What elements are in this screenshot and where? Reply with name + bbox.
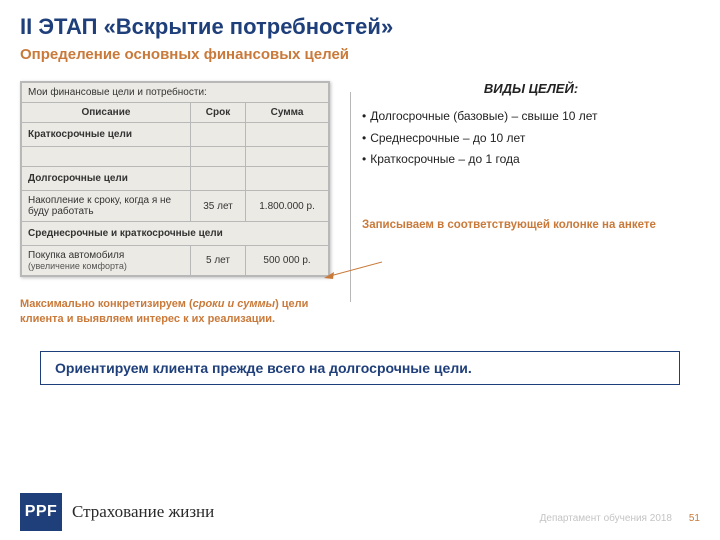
cat-long: Долгосрочные цели <box>22 167 191 191</box>
col-term: Срок <box>190 103 245 123</box>
brand-text: Страхование жизни <box>72 502 214 522</box>
right-note: Записываем в соответствующей колонке на … <box>362 219 700 231</box>
goals-list: Долгосрочные (базовые) – свыше 10 лет Ср… <box>362 106 700 171</box>
goal-item: Долгосрочные (базовые) – свыше 10 лет <box>362 106 700 128</box>
row-long-desc: Накопление к сроку, когда я не буду рабо… <box>22 191 191 222</box>
goals-table: Мои финансовые цели и потребности: Описа… <box>20 81 330 277</box>
page-number: 51 <box>689 513 700 524</box>
goal-item: Краткосрочные – до 1 года <box>362 149 700 171</box>
col-desc: Описание <box>22 103 191 123</box>
row-mid-sum: 500 000 р. <box>246 246 329 276</box>
goals-heading: ВИДЫ ЦЕЛЕЙ: <box>362 81 700 96</box>
dept-text: Департамент обучения 2018 <box>540 513 672 524</box>
goal-item: Среднесрочные – до 10 лет <box>362 128 700 150</box>
row-mid-term: 5 лет <box>190 246 245 276</box>
row-long-term: 35 лет <box>190 191 245 222</box>
slide-subtitle: Определение основных финансовых целей <box>20 46 700 63</box>
col-sum: Сумма <box>246 103 329 123</box>
cat-mid: Среднесрочные и краткосрочные цели <box>22 222 329 246</box>
footer: PPF Страхование жизни Департамент обучен… <box>0 484 720 540</box>
row-long-sum: 1.800.000 р. <box>246 191 329 222</box>
slide-title: II ЭТАП «Вскрытие потребностей» <box>20 14 700 40</box>
cat-short: Краткосрочные цели <box>22 123 191 147</box>
ppf-logo: PPF <box>20 493 62 531</box>
row-mid-desc: Покупка автомобиля (увеличение комфорта) <box>22 246 191 276</box>
vertical-divider <box>350 92 351 302</box>
callout-box: Ориентируем клиента прежде всего на долг… <box>40 351 680 385</box>
left-caption: Максимально конкретизируем (сроки и сумм… <box>20 297 330 327</box>
table-topline: Мои финансовые цели и потребности: <box>22 83 329 103</box>
